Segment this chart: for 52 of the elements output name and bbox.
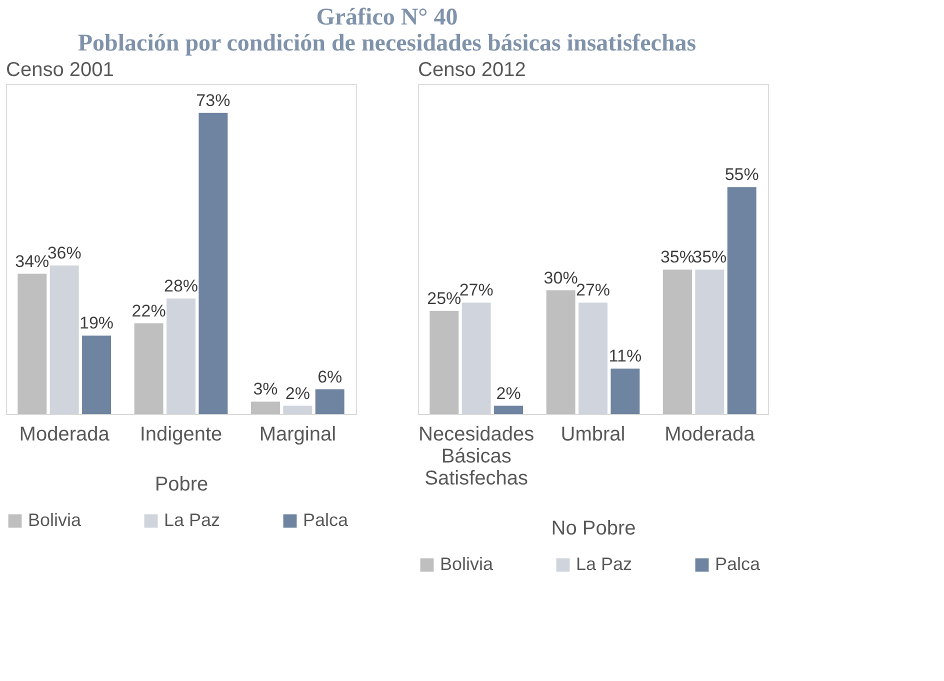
data-label: 35% xyxy=(660,248,694,267)
legend-label: Palca xyxy=(303,510,350,530)
data-label: 27% xyxy=(459,280,494,300)
legend-label: Bolivia xyxy=(440,554,494,574)
bar xyxy=(494,406,523,414)
legend-label: La Paz xyxy=(164,510,220,530)
x-tick-label: Marginal xyxy=(259,424,336,446)
data-label: 73% xyxy=(196,90,230,110)
bar xyxy=(18,274,47,414)
bar xyxy=(82,336,111,414)
x-axis-title: Pobre xyxy=(154,474,208,496)
bar xyxy=(663,270,692,414)
bar xyxy=(578,302,608,414)
data-label: 11% xyxy=(608,346,642,366)
data-label: 30% xyxy=(544,268,578,288)
bar xyxy=(315,389,344,414)
data-label: 34% xyxy=(15,252,50,271)
data-label: 35% xyxy=(692,248,727,267)
data-label: 2% xyxy=(496,384,521,403)
bar xyxy=(462,302,491,414)
x-axis-title: No Pobre xyxy=(551,518,636,540)
bar xyxy=(198,112,228,414)
data-label: 3% xyxy=(253,380,278,399)
bar xyxy=(283,406,312,414)
data-label: 55% xyxy=(724,165,759,184)
bar xyxy=(610,368,640,414)
data-label: 6% xyxy=(318,367,342,386)
data-label: 19% xyxy=(80,314,114,333)
data-label: 25% xyxy=(427,288,462,308)
bar xyxy=(546,290,576,414)
bar xyxy=(166,298,196,414)
x-tick-label: Necesidades Básicas Satisfechas xyxy=(418,424,534,490)
bar xyxy=(695,270,724,414)
data-label: 22% xyxy=(132,301,166,320)
data-label: 28% xyxy=(164,276,198,296)
bar xyxy=(430,310,459,414)
bar xyxy=(727,187,756,414)
bar xyxy=(251,402,280,414)
x-tick-label: Indigente xyxy=(140,424,222,446)
bar xyxy=(50,266,79,414)
legend-label: Bolivia xyxy=(28,510,82,530)
data-label: 36% xyxy=(47,244,82,262)
data-label: 2% xyxy=(285,384,310,403)
chart-subtitle: Censo 2001 xyxy=(6,59,114,81)
chart-subtitle: Censo 2012 xyxy=(418,59,526,81)
legend-label: La Paz xyxy=(576,554,632,574)
chart-title: Gráfico N° 40 Población por condición de necesidades básicas insatisfechas xyxy=(78,4,696,56)
x-tick-label: Umbral xyxy=(560,424,626,446)
legend-label: Palca xyxy=(715,554,762,574)
x-tick-label: Moderada xyxy=(664,424,756,446)
bar xyxy=(134,323,164,414)
x-tick-label: Moderada xyxy=(19,424,110,446)
